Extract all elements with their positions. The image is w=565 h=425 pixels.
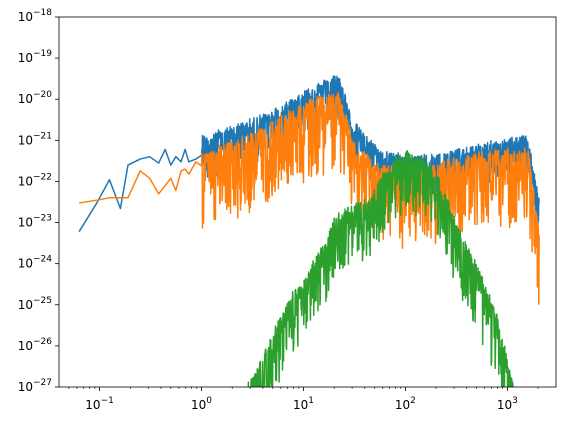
x-tick-label-base: 10	[293, 398, 308, 412]
x-tick-label-base: 10	[191, 398, 206, 412]
y-axis: 10−1810−1910−2010−2110−2210−2310−2410−25…	[18, 8, 59, 394]
y-tick-label-base: 10	[18, 92, 33, 106]
x-axis: 10−1 100 101 102 103	[68, 387, 539, 412]
x-tick-label-exponent: 0	[206, 396, 212, 406]
x-tick-label: 101	[293, 396, 314, 412]
y-tick-label: 10−24	[18, 255, 53, 271]
y-tick-label: 10−21	[18, 131, 52, 147]
y-tick-label-exponent: −22	[33, 172, 52, 182]
y-tick-label-exponent: −23	[33, 214, 52, 224]
x-tick-label-exponent: −1	[101, 396, 114, 406]
x-tick-label: 102	[395, 396, 416, 412]
y-tick-label: 10−20	[18, 90, 53, 106]
y-tick-label-exponent: −18	[33, 8, 52, 18]
y-tick-label-base: 10	[18, 257, 33, 271]
y-tick-label: 10−19	[18, 49, 53, 65]
y-tick-label-exponent: −20	[33, 90, 52, 100]
y-tick-label-base: 10	[18, 380, 33, 394]
series-layer	[78, 75, 540, 387]
x-tick-label-exponent: 3	[512, 396, 518, 406]
y-tick-label: 10−18	[18, 8, 53, 24]
y-tick-label-exponent: −25	[33, 296, 52, 306]
x-tick-label-base: 10	[497, 398, 512, 412]
x-tick-label: 100	[191, 396, 212, 412]
y-tick-label: 10−27	[18, 378, 52, 394]
series-3-line	[247, 150, 514, 387]
x-tick-label-exponent: 2	[410, 396, 416, 406]
y-tick-label: 10−23	[18, 214, 52, 230]
x-tick-label: 10−1	[85, 396, 114, 412]
y-tick-label-base: 10	[18, 133, 33, 147]
y-tick-label-exponent: −21	[33, 131, 52, 141]
y-tick-label-exponent: −19	[33, 49, 52, 59]
y-tick-label-base: 10	[18, 10, 33, 24]
x-tick-label-exponent: 1	[308, 396, 314, 406]
x-tick-label: 103	[497, 396, 518, 412]
y-tick-label-base: 10	[18, 298, 33, 312]
y-tick-label-base: 10	[18, 51, 33, 65]
y-tick-label: 10−26	[18, 337, 53, 353]
series-2-line	[78, 92, 540, 305]
y-tick-label-exponent: −27	[33, 378, 52, 388]
plot-frame	[58, 16, 557, 388]
y-tick-label-base: 10	[18, 339, 33, 353]
y-tick-label-base: 10	[18, 216, 33, 230]
y-tick-label: 10−22	[18, 172, 52, 188]
y-tick-label: 10−25	[18, 296, 52, 312]
y-tick-label-base: 10	[18, 174, 33, 188]
x-tick-label-base: 10	[85, 398, 100, 412]
x-tick-label-base: 10	[395, 398, 410, 412]
y-tick-label-exponent: −26	[33, 337, 52, 347]
y-tick-label-exponent: −24	[33, 255, 52, 265]
